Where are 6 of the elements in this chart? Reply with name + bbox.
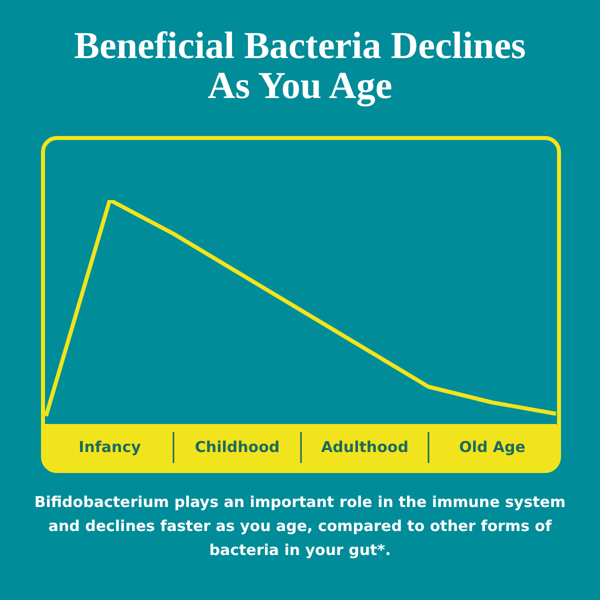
chart-title: Beneficial Bacteria Declines As You Age <box>73 25 527 107</box>
text: Bifidobacterium plays an important role in the immune system and declines faster as you age, compared to other forms of bacteria in your gut*. <box>33 492 567 561</box>
x-tick-label: Adulthood <box>321 438 408 456</box>
x-tick-label: Infancy <box>78 438 142 456</box>
x-tick-label: Old Age <box>459 438 526 456</box>
x-tick-label: Childhood <box>194 438 280 456</box>
